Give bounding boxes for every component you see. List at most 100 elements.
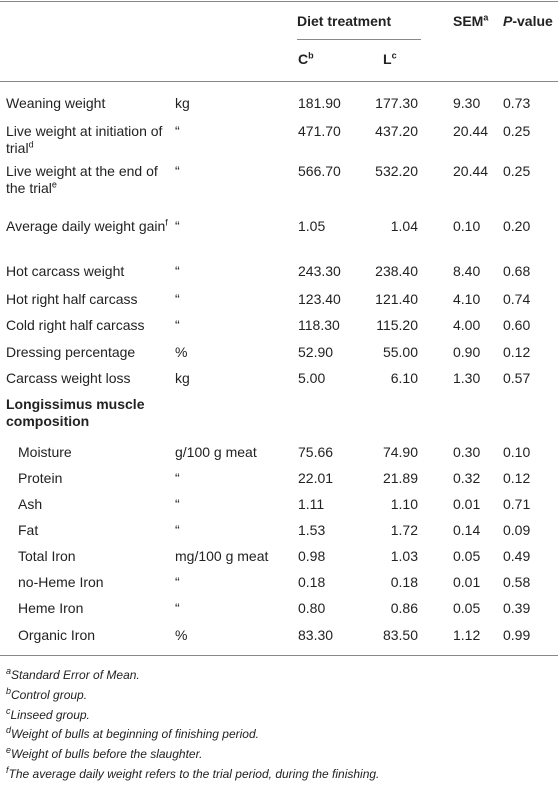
value: 20.44	[453, 163, 489, 179]
value: 75.66	[298, 444, 334, 460]
value: 0.86	[390, 600, 418, 616]
value: 1.72	[390, 522, 418, 538]
unit: “	[175, 317, 180, 333]
unit: g/100 g meat	[175, 444, 257, 460]
value: 0.05	[453, 600, 481, 616]
note-mark: f	[6, 765, 9, 775]
value: 471.70	[298, 123, 341, 139]
rule	[0, 655, 558, 656]
value: 0.01	[453, 496, 481, 512]
value: 4.10	[453, 291, 481, 307]
row-label: Moisture	[18, 444, 72, 460]
value: 22.01	[298, 470, 334, 486]
value: 0.73	[503, 95, 531, 111]
value: 1.30	[453, 370, 481, 386]
rule	[0, 81, 558, 82]
unit: “	[175, 163, 180, 179]
footnote: bControl group.	[6, 685, 88, 702]
column-header: SEMa	[453, 12, 489, 29]
value: 0.32	[453, 470, 481, 486]
row-label: Carcass weight loss	[6, 370, 131, 386]
unit: %	[175, 344, 188, 360]
value: 0.90	[453, 344, 481, 360]
value: 0.20	[503, 218, 531, 234]
note-mark: e	[6, 745, 12, 756]
value: 0.01	[453, 574, 481, 590]
value: 0.18	[298, 574, 326, 590]
unit: “	[175, 291, 180, 307]
value: 0.05	[453, 548, 481, 564]
unit: kg	[175, 370, 190, 386]
value: 118.30	[298, 317, 340, 333]
value: 0.68	[503, 263, 531, 279]
value: 0.49	[503, 548, 531, 564]
value: 437.20	[375, 123, 418, 139]
unit: kg	[175, 95, 190, 111]
footnote: aStandard Error of Mean.	[6, 666, 140, 683]
value: 566.70	[298, 163, 341, 179]
value: 4.00	[453, 317, 481, 333]
row-label: Heme Iron	[18, 600, 84, 616]
unit: “	[175, 470, 180, 486]
unit: mg/100 g meat	[175, 548, 269, 564]
value: 1.03	[390, 548, 418, 564]
row-label: Hot carcass weight	[6, 263, 125, 279]
note-mark: f	[165, 217, 168, 228]
row-label: Hot right half carcass	[6, 291, 138, 307]
value: 0.99	[503, 627, 531, 643]
row-label: Weaning weight	[6, 95, 106, 111]
row-label: no-Heme Iron	[18, 574, 104, 590]
value: 1.53	[298, 522, 326, 538]
value: 1.11	[298, 496, 325, 512]
value: 0.14	[453, 522, 481, 538]
value: 0.74	[503, 291, 531, 307]
value: 0.12	[503, 344, 531, 360]
group-header: Diet treatment	[297, 13, 392, 29]
value: 52.90	[298, 344, 334, 360]
row-label: Total Iron	[18, 548, 76, 564]
value: 0.71	[503, 496, 531, 512]
value: 177.30	[375, 95, 418, 111]
value: 532.20	[375, 163, 418, 179]
rule	[0, 1, 558, 2]
value: 0.57	[503, 370, 531, 386]
unit: %	[175, 627, 188, 643]
value: 9.30	[453, 95, 481, 111]
note-mark: c	[6, 705, 11, 716]
value: 21.89	[382, 470, 418, 486]
value: 115.20	[376, 317, 418, 333]
row-label: Organic Iron	[18, 627, 96, 643]
rule	[297, 39, 421, 40]
footnote: eWeight of bulls before the slaughter.	[6, 745, 203, 762]
footnote: dWeight of bulls at beginning of finishi…	[6, 725, 259, 742]
value: 238.40	[375, 263, 418, 279]
value: 5.00	[298, 370, 326, 386]
unit: “	[175, 263, 180, 279]
note-mark: c	[391, 50, 397, 61]
row-label: Average daily weight gainf	[6, 217, 168, 234]
column-header: Cb	[298, 50, 314, 67]
note-mark: e	[51, 179, 57, 190]
note-mark: d	[28, 139, 34, 150]
unit: “	[175, 522, 180, 538]
note-mark: a	[6, 666, 12, 676]
value: 0.10	[503, 444, 531, 460]
value: 1.04	[390, 218, 418, 234]
value: 0.98	[298, 548, 326, 564]
unit: “	[175, 574, 180, 590]
value: 83.30	[298, 627, 334, 643]
row-label: Protein	[18, 470, 63, 486]
value: 0.18	[390, 574, 418, 590]
value: 243.30	[298, 263, 341, 279]
row-label: Fat	[18, 522, 39, 538]
value: 0.25	[503, 123, 531, 139]
value: 55.00	[382, 344, 418, 360]
note-mark: b	[6, 685, 12, 696]
value: 0.39	[503, 600, 531, 616]
value: 6.10	[390, 370, 418, 386]
unit: “	[175, 123, 180, 139]
footnote: cLinseed group.	[6, 705, 90, 722]
value: 121.40	[375, 291, 418, 307]
value: 1.05	[298, 218, 326, 234]
value: 20.44	[453, 123, 489, 139]
